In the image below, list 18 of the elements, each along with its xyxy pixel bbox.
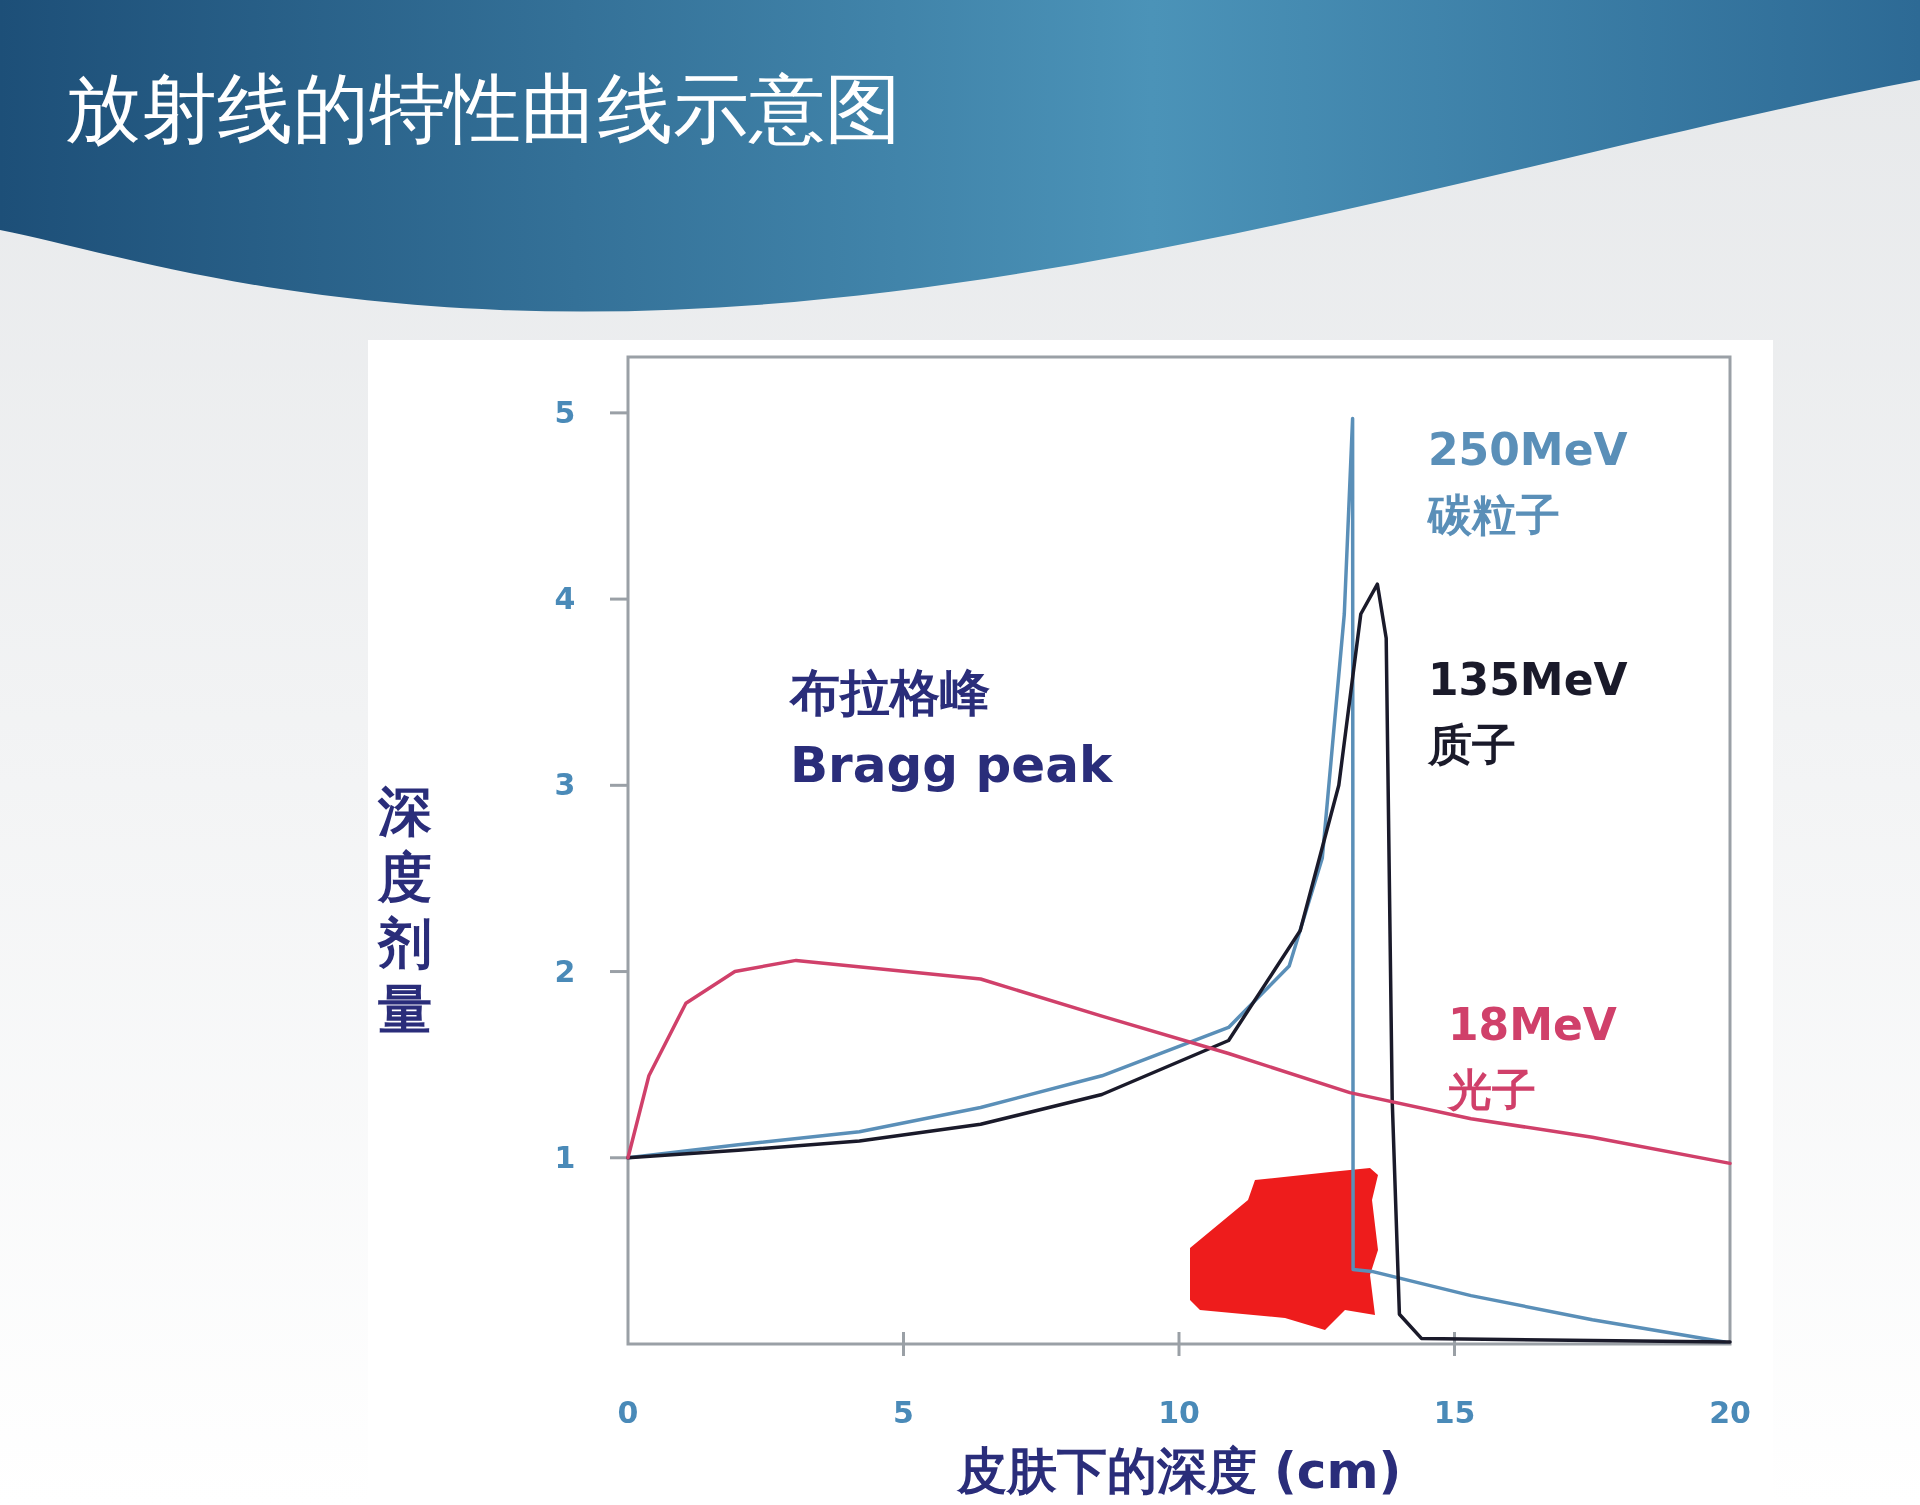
ylabel: 深	[378, 780, 432, 843]
title: 放射线的特性曲线示意图	[65, 64, 901, 153]
x-tick-label: 20	[1709, 1395, 1751, 1430]
x-tick-label: 10	[1158, 1395, 1200, 1430]
xlabel: 皮肤下的深度 (cm)	[956, 1442, 1402, 1500]
ylabel: 度	[378, 846, 432, 909]
x-tick-label: 15	[1433, 1395, 1476, 1430]
ylabel: 剂	[378, 912, 432, 975]
y-tick-label: 5	[554, 394, 576, 430]
x-tick-label: 5	[893, 1395, 914, 1430]
y-tick-label: 3	[554, 767, 576, 803]
y-tick-label: 1	[554, 1139, 576, 1175]
y-tick-label: 4	[554, 581, 576, 617]
ylabel: 量	[378, 978, 432, 1041]
y-tick-label: 2	[554, 953, 576, 989]
annotation: 布拉格峰	[790, 664, 990, 722]
annotation: Bragg peak	[790, 736, 1113, 794]
x-tick-label: 0	[617, 1395, 639, 1430]
